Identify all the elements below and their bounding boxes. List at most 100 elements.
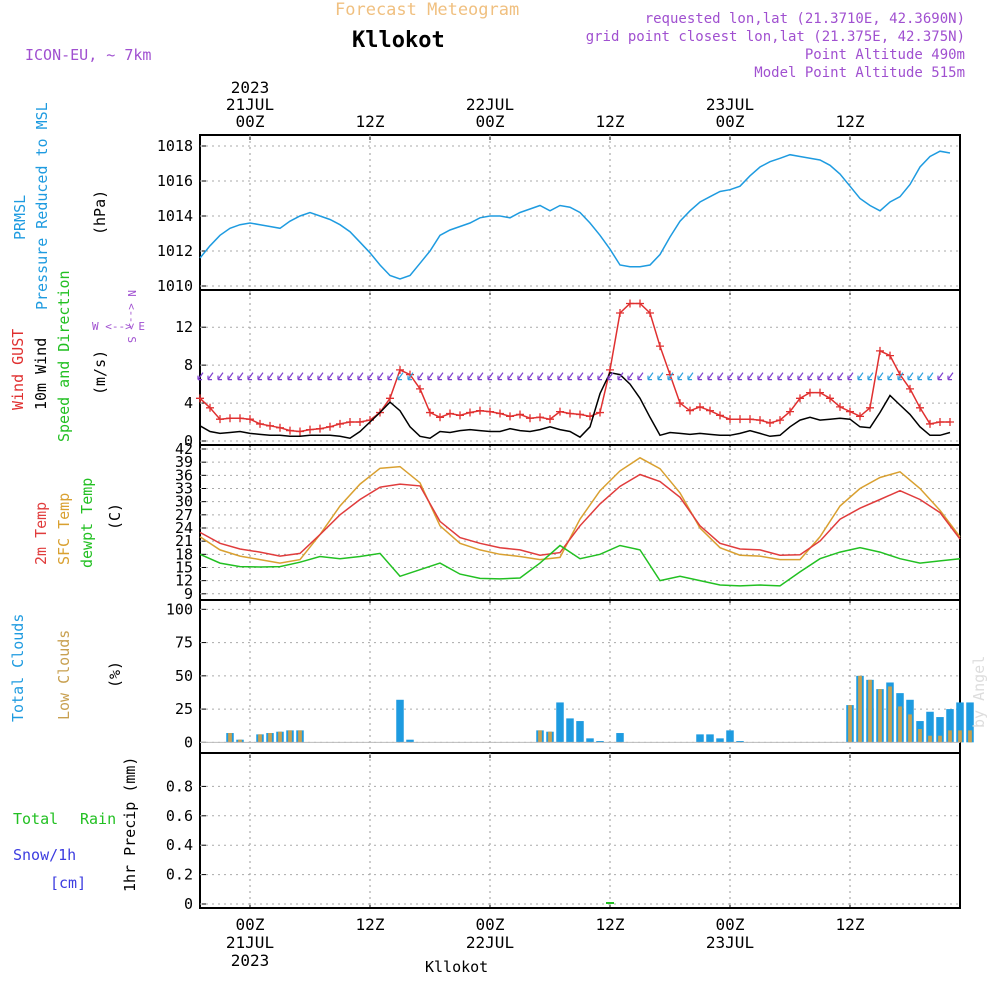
wind-direction-arrow: [527, 372, 534, 381]
y-tick-label: 33: [175, 479, 193, 497]
gust-marker: [456, 411, 464, 420]
low-cloud-bar: [918, 729, 922, 743]
gust-marker: [816, 388, 824, 397]
gust-marker: [936, 418, 944, 427]
low-cloud-bar: [938, 735, 942, 743]
gust-marker: [566, 409, 574, 418]
low-cloud-bar: [268, 733, 272, 743]
gust-marker: [916, 403, 924, 412]
y-tick-label: 1010: [157, 277, 193, 295]
gust-marker: [426, 408, 434, 417]
model-altitude: Model Point Altitude 515m: [754, 65, 965, 81]
wind-direction-arrow: [897, 372, 904, 381]
wind10-line: [199, 371, 951, 439]
wind-direction-arrow: [797, 372, 804, 381]
wind-direction-arrow: [537, 372, 544, 381]
total-cloud-bar: [966, 702, 974, 743]
wind-direction-arrow: [657, 372, 664, 381]
gust-marker: [516, 410, 524, 419]
bottom-time-label: 00Z: [236, 915, 265, 934]
snow-label-1: Snow/1h: [13, 846, 76, 864]
wind10-label: 10m Wind: [32, 338, 50, 410]
wind-direction-arrow: [867, 372, 874, 381]
y-tick-label: 0: [184, 895, 193, 913]
gust-marker: [436, 413, 444, 422]
wind-direction-arrow: [737, 372, 744, 381]
y-tick-label: 1014: [157, 207, 193, 225]
wind-direction-arrow: [617, 372, 624, 381]
gust-marker: [866, 403, 874, 412]
wind-direction-arrow: [357, 372, 364, 381]
total-cloud-bar: [706, 734, 714, 743]
wind-direction-arrow: [637, 372, 644, 381]
wind-direction-arrow: [677, 372, 684, 381]
panel-frame: [199, 444, 961, 601]
wind-direction-arrow: [337, 372, 344, 381]
wind-direction-arrow: [627, 372, 634, 381]
bottom-time-label: 12Z: [596, 915, 625, 934]
wind-direction-arrow: [417, 372, 424, 381]
wind-direction-arrow: [427, 372, 434, 381]
wind-direction-arrow: [407, 372, 414, 381]
gust-marker: [826, 394, 834, 403]
wind-direction-arrow: [717, 372, 724, 381]
pressure-line: [199, 150, 951, 280]
total-cloud-bar: [566, 718, 574, 743]
compass-we: W <--> E: [92, 320, 145, 333]
bottom-time-label: 00Z: [716, 915, 745, 934]
wind-direction-arrow: [857, 372, 864, 381]
y-tick-label: 30: [175, 493, 193, 511]
total-cloud-bar: [396, 699, 404, 743]
wind-direction-arrow: [457, 372, 464, 381]
low-cloud-label: Low Clouds: [55, 630, 73, 720]
gust-marker: [596, 408, 604, 417]
total-cloud-bar: [616, 733, 624, 743]
wind-direction-arrow: [217, 372, 224, 381]
gust-marker: [796, 394, 804, 403]
bottom-time-label: 12Z: [836, 915, 865, 934]
low-cloud-bar: [848, 705, 852, 743]
wind-direction-arrow: [757, 372, 764, 381]
wind-direction-arrow: [367, 372, 374, 381]
wind-direction-arrow: [837, 372, 844, 381]
low-cloud-bar: [238, 739, 242, 743]
bottom-date-label: 22JUL: [466, 933, 514, 952]
y-tick-label: 1012: [157, 242, 193, 260]
gust-marker: [656, 342, 664, 351]
top-time-label: 00Z: [716, 112, 745, 131]
gust-marker: [926, 419, 934, 428]
footer-location: Kllokot: [425, 958, 488, 976]
wind-direction-arrow: [727, 372, 734, 381]
gust-marker: [776, 416, 784, 425]
gust-marker: [856, 412, 864, 421]
plot-layer: [196, 150, 974, 904]
wind-direction-arrow: [277, 372, 284, 381]
wind-direction-arrow: [437, 372, 444, 381]
gust-marker: [556, 407, 564, 416]
rain-label-2: Rain: [80, 810, 116, 828]
temp-unit: (C): [106, 503, 124, 530]
gust-marker: [306, 425, 314, 434]
pressure-labels: PRMSL Pressure Reduced to MSL (hPa): [11, 102, 109, 310]
t2m-label: 2m Temp: [32, 502, 50, 565]
point-altitude: Point Altitude 490m: [805, 47, 965, 63]
wind-direction-arrow: [497, 372, 504, 381]
top-time-label: 00Z: [236, 112, 265, 131]
gust-marker: [946, 418, 954, 427]
y-tick-label: 0.8: [166, 777, 193, 795]
low-cloud-bar: [278, 731, 282, 743]
snow-label-2: [cm]: [50, 874, 86, 892]
y-tick-label: 39: [175, 453, 193, 471]
wind-direction-arrow: [287, 372, 294, 381]
wind-direction-arrow: [487, 372, 494, 381]
gust-marker: [696, 402, 704, 411]
wind-direction-arrow: [467, 372, 474, 381]
wind-direction-arrow: [947, 372, 954, 381]
y-tick-label: 0.6: [166, 807, 193, 825]
wind-direction-arrow: [197, 372, 204, 381]
gust-marker: [286, 426, 294, 435]
gust-marker: [836, 402, 844, 411]
wind-direction-arrow: [557, 372, 564, 381]
wind-direction-arrow: [877, 372, 884, 381]
